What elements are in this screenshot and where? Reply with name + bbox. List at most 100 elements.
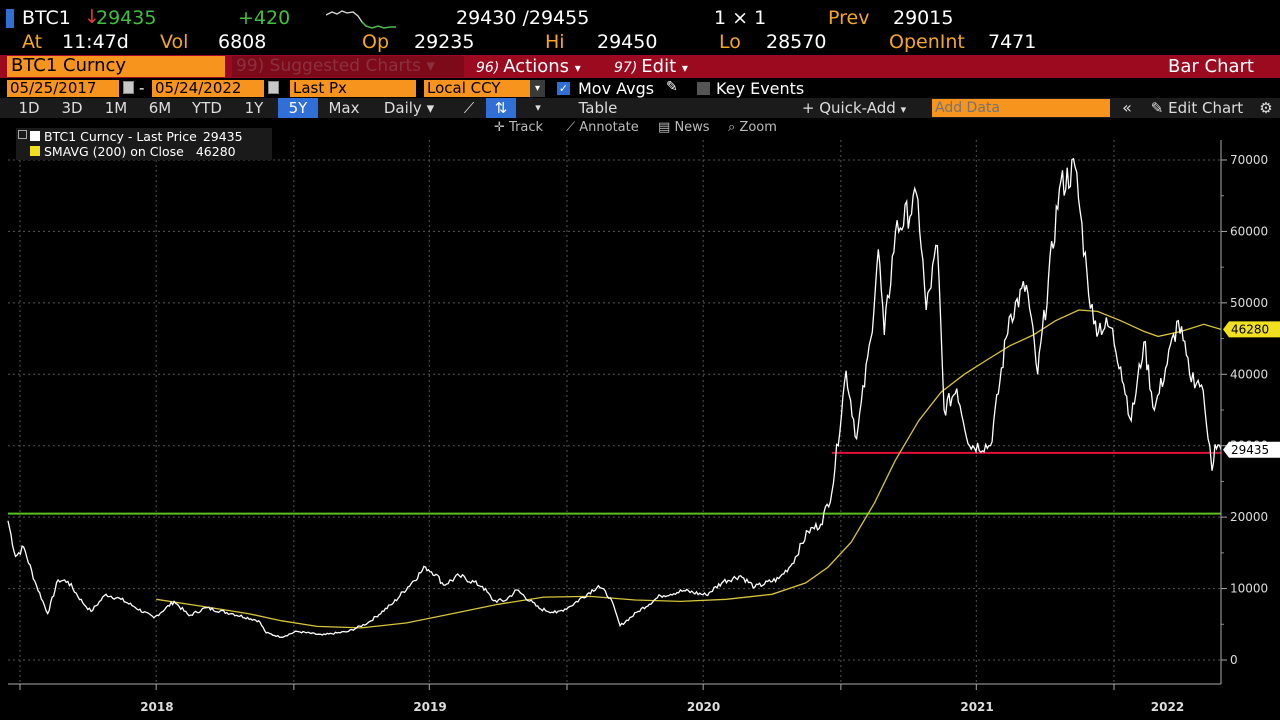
suggested-charts-button[interactable]: 99) Suggested Charts ▾	[232, 56, 464, 77]
chevron-down-icon: ▾	[426, 99, 435, 117]
mov-avgs-checkbox[interactable]: ✓	[557, 82, 570, 95]
pencil-icon[interactable]: ✎	[666, 79, 678, 95]
period-1m[interactable]: 1M	[104, 99, 128, 117]
open-value: 29235	[414, 31, 475, 53]
legend-item-price: BTC1 Curncy - Last Price 29435	[30, 129, 243, 144]
chart-type-label: Bar Chart	[1168, 56, 1254, 77]
crosshair-icon: ✛	[494, 120, 505, 135]
calendar-icon[interactable]	[123, 81, 134, 94]
field-selector[interactable]: Last Px	[290, 80, 416, 97]
y-axis: 010000200003000040000500006000070000	[1220, 140, 1268, 684]
ticker: BTC1	[22, 7, 71, 29]
end-date-field[interactable]: 05/24/2022	[152, 80, 264, 97]
x-tick-label: 2021	[960, 700, 993, 714]
table-button[interactable]: Table	[578, 99, 618, 117]
last-time: 11:47d	[62, 31, 129, 53]
pencil-icon: ✎	[1150, 99, 1164, 117]
prev-value: 29015	[893, 7, 954, 29]
price-tags: 46280 29435	[1223, 321, 1280, 458]
period-1y[interactable]: 1Y	[244, 99, 264, 117]
annotate-tool[interactable]: ⟋ Annotate	[566, 120, 639, 136]
x-tick-label: 2019	[413, 700, 446, 714]
sparkline-icon	[326, 10, 396, 29]
y-tick-label: 10000	[1230, 582, 1268, 596]
price-line	[7, 157, 1222, 638]
actions-menu[interactable]: 96) Actions ▾	[476, 55, 604, 78]
x-tick-label: 2020	[687, 700, 720, 714]
y-tick-label: 40000	[1230, 367, 1268, 381]
period-5y[interactable]: 5Y	[278, 98, 318, 118]
high-label: Hi	[545, 31, 565, 53]
last-price: 29435	[96, 7, 157, 29]
bid-ask-size: 1 × 1	[714, 7, 767, 29]
openint-label: OpenInt	[889, 31, 965, 53]
quick-add-button[interactable]: + Quick-Add ▾	[790, 98, 918, 118]
key-events-checkbox[interactable]	[697, 82, 710, 95]
news-icon: ▤	[658, 120, 671, 135]
bar-chart-icon[interactable]: ⇅	[486, 98, 516, 118]
add-data-input[interactable]	[932, 99, 1110, 117]
start-date-field[interactable]: 05/25/2017	[7, 80, 119, 97]
vol-value: 6808	[218, 31, 267, 53]
edit-num: 97)	[614, 60, 638, 76]
track-label: Track	[509, 120, 544, 135]
edit-label: Edit	[641, 56, 677, 77]
period-max[interactable]: Max	[328, 99, 360, 117]
y-tick-label: 20000	[1230, 510, 1268, 524]
actions-label: Actions	[503, 56, 570, 77]
vol-label: Vol	[160, 31, 189, 53]
edit-chart-label: Edit Chart	[1168, 99, 1244, 117]
zoom-label: Zoom	[739, 120, 777, 135]
chevron-down-icon[interactable]: ▾	[535, 101, 541, 114]
period-1d[interactable]: 1D	[18, 99, 40, 117]
legend-value-price: 29435	[202, 129, 243, 144]
annotate-label: Annotate	[579, 120, 639, 135]
line-tool-icon: ⟋	[566, 120, 576, 135]
quick-add-label: + Quick-Add	[801, 99, 896, 117]
currency-selector[interactable]: Local CCY	[424, 80, 530, 97]
edit-chart-button[interactable]: ✎ Edit Chart	[1142, 98, 1252, 118]
x-tick-label: 2018	[140, 700, 173, 714]
chevron-down-icon: ▾	[681, 61, 688, 75]
news-label: News	[674, 120, 710, 135]
prev-label: Prev	[828, 7, 870, 29]
security-field[interactable]: BTC1 Curncy	[7, 56, 225, 77]
x-axis: 2018 2019 2020 2021 2022	[8, 683, 1221, 714]
sma-200-line	[156, 309, 1222, 629]
sma-tag-label: 46280	[1231, 322, 1269, 336]
open-label: Op	[362, 31, 390, 53]
news-tool[interactable]: ▤ News	[658, 120, 710, 136]
net-change: +420	[238, 7, 291, 29]
down-arrow-icon: ↓	[84, 6, 100, 28]
legend-collapse-icon[interactable]	[18, 130, 27, 139]
gear-icon[interactable]: ⚙	[1259, 99, 1273, 117]
chart-grid	[8, 140, 1221, 684]
period-3d[interactable]: 3D	[61, 99, 83, 117]
high-value: 29450	[597, 31, 658, 53]
track-tool[interactable]: ✛ Track	[494, 120, 543, 136]
legend-swatch-sma	[30, 146, 40, 156]
ticker-marker	[6, 9, 14, 28]
chevron-down-icon[interactable]: ▾	[530, 80, 545, 97]
chart-legend[interactable]: BTC1 Curncy - Last Price 29435 SMAVG (20…	[16, 128, 272, 160]
period-6m[interactable]: 6M	[148, 99, 172, 117]
low-value: 28570	[766, 31, 827, 53]
chevron-down-icon: ▾	[574, 61, 581, 75]
at-label: At	[22, 31, 43, 53]
edit-menu[interactable]: 97) Edit ▾	[614, 55, 714, 78]
y-tick-label: 60000	[1230, 224, 1268, 238]
mov-avgs-label: Mov Avgs	[578, 79, 655, 98]
collapse-icon[interactable]: «	[1122, 98, 1132, 117]
frequency-dropdown[interactable]: Daily ▾	[374, 98, 444, 118]
y-tick-label: 50000	[1230, 296, 1268, 310]
zoom-tool[interactable]: ⌕ Zoom	[728, 120, 777, 136]
calendar-icon[interactable]	[268, 81, 279, 94]
line-chart-icon[interactable]: ⟋	[463, 99, 475, 117]
last-price-tag-label: 29435	[1231, 443, 1269, 457]
sma-tag-bg	[1223, 321, 1280, 338]
x-tick-label: 2022	[1151, 700, 1184, 714]
legend-swatch-price	[30, 131, 40, 141]
period-ytd[interactable]: YTD	[192, 99, 222, 117]
key-events-label: Key Events	[716, 79, 805, 98]
